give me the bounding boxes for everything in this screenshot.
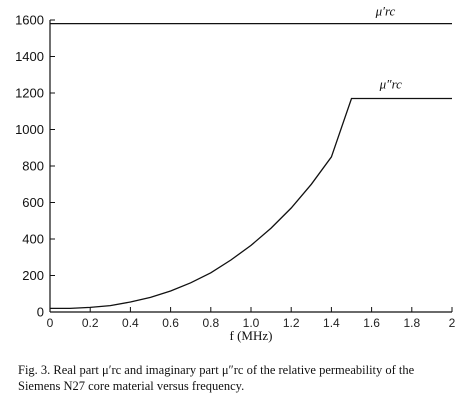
permeability-chart: 0 200 400 600 800 1000 1200 1400 1600 0 0.2 0.4 0.6… [15,4,456,343]
series-label-imaginary-part: μ″rc [379,76,403,91]
y-tick-label: 800 [22,159,44,174]
y-tick-label: 200 [22,268,44,283]
series-labels: μ′rc μ″rc [375,4,403,92]
series-label-real-part: μ′rc [375,4,396,19]
x-tick-label: 1.4 [323,316,340,330]
y-tick-label: 0 [37,305,44,320]
figure-caption: Fig. 3. Real part μ′rc and imaginary par… [18,363,415,393]
y-tick-label: 1200 [15,86,44,101]
series-line-imaginary-part [50,97,452,310]
series-lines [50,22,452,310]
chart-axes [49,20,452,313]
x-axis-label: f (MHz) [230,328,273,343]
x-tick-label: 1.2 [283,316,300,330]
y-axis-ticks: 0 200 400 600 800 1000 1200 1400 1600 [15,13,55,320]
x-tick-label: 2 [449,316,456,330]
x-tick-label: 0.4 [122,316,139,330]
y-tick-label: 1400 [15,49,44,64]
x-tick-label: 0.8 [202,316,219,330]
x-tick-label: 0 [47,316,54,330]
x-axis-ticks: 0 0.2 0.4 0.6 0.8 1.0 1.2 1.4 1.6 1.8 2 [47,307,456,330]
y-tick-label: 1600 [15,13,44,28]
y-tick-label: 1000 [15,122,44,137]
x-tick-label: 0.6 [162,316,179,330]
x-tick-label: 1.6 [363,316,380,330]
x-tick-label: 1.8 [403,316,420,330]
y-tick-label: 400 [22,232,44,247]
x-tick-label: 1.0 [243,316,260,330]
x-tick-label: 0.2 [82,316,99,330]
y-tick-label: 600 [22,195,44,210]
